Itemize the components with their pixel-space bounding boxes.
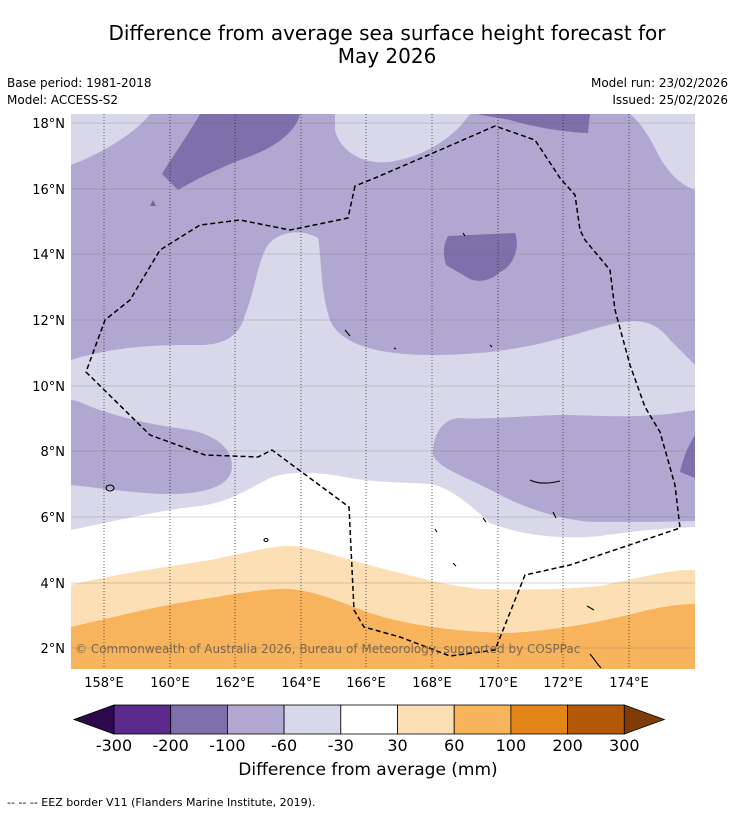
x-tick-label: 160°E xyxy=(150,676,190,691)
y-axis-labels: 18°N 16°N 14°N 12°N 10°N 8°N 6°N 4°N 2°N xyxy=(32,117,65,657)
lon-gridlines xyxy=(103,114,630,669)
colorbar-bin xyxy=(340,704,398,735)
y-tick-label: 14°N xyxy=(32,248,65,263)
island xyxy=(105,484,115,492)
island xyxy=(263,537,269,543)
x-tick-label: 172°E xyxy=(543,676,583,691)
chart-title-line1: Difference from average sea surface heig… xyxy=(108,21,666,45)
meta-right: Model run: 23/02/2026 Issued: 25/02/2026 xyxy=(591,75,728,109)
colorbar-tick-label: 300 xyxy=(609,736,640,755)
colorbar-tick-label: 30 xyxy=(387,736,407,755)
colorbar-bin xyxy=(170,704,228,735)
colorbar-tick-label: -30 xyxy=(328,736,354,755)
colorbar-bin xyxy=(226,704,285,735)
lat-gridlines xyxy=(71,122,695,649)
x-tick-label: 168°E xyxy=(412,676,452,691)
colorbar-tick-label: -300 xyxy=(96,736,132,755)
eez-legend: -- -- -- EEZ border V11 (Flanders Marine… xyxy=(7,796,316,809)
y-tick-label: 8°N xyxy=(41,445,66,460)
region-dark-center xyxy=(443,233,517,281)
issued-date: Issued: 25/02/2026 xyxy=(612,93,728,107)
eez-border xyxy=(85,125,681,657)
y-tick-label: 10°N xyxy=(32,380,65,395)
region-top-light xyxy=(335,114,470,163)
x-tick-label: 158°E xyxy=(84,676,124,691)
colorbar-tick-label: -200 xyxy=(153,736,189,755)
colorbar-bin xyxy=(567,704,625,735)
model-name: Model: ACCESS-S2 xyxy=(7,93,119,107)
colorbar-arrow-low xyxy=(72,704,115,735)
colorbar-arrow-high xyxy=(623,704,666,735)
colorbar-tick-label: -100 xyxy=(209,736,245,755)
y-tick-label: 12°N xyxy=(32,314,65,329)
chart-title: Difference from average sea surface heig… xyxy=(0,22,736,68)
colorbar-label: Difference from average (mm) xyxy=(238,760,498,780)
colorbar-tick-label: 100 xyxy=(496,736,527,755)
x-tick-label: 162°E xyxy=(215,676,255,691)
y-tick-label: 6°N xyxy=(41,511,66,526)
base-period: Base period: 1981-2018 xyxy=(7,76,152,90)
islands xyxy=(105,232,602,669)
island xyxy=(552,511,557,519)
colorbar-tick-label: -60 xyxy=(271,736,297,755)
colorbar-tick-label: 200 xyxy=(552,736,583,755)
island xyxy=(344,232,493,350)
watermark: © Commonwealth of Australia 2026, Bureau… xyxy=(75,642,580,656)
region-dark-east xyxy=(680,435,695,478)
y-tick-label: 16°N xyxy=(32,183,65,198)
colorbar-bin xyxy=(397,704,455,735)
y-tick-label: 4°N xyxy=(41,577,66,592)
y-tick-label: 2°N xyxy=(41,642,66,657)
island-marker xyxy=(150,200,156,206)
x-tick-label: 174°E xyxy=(609,676,649,691)
region-60-100 xyxy=(71,588,695,669)
x-axis-labels: 158°E 160°E 162°E 164°E 166°E 168°E 170°… xyxy=(84,676,649,691)
colorbar-tick-label: 60 xyxy=(444,736,464,755)
region-dark-top xyxy=(478,114,590,133)
map-area: © Commonwealth of Australia 2026, Bureau… xyxy=(71,114,695,669)
colorbar-bin xyxy=(510,704,568,735)
colorbar-tick-labels: -300 -200 -100 -60 -30 30 60 100 200 300 xyxy=(96,736,640,755)
region-ne-light xyxy=(630,114,695,190)
region-nw-light xyxy=(71,114,150,165)
colorbar xyxy=(72,704,666,735)
y-tick-label: 18°N xyxy=(32,117,65,132)
colorbar-bin xyxy=(113,704,172,735)
x-tick-label: 166°E xyxy=(346,676,386,691)
x-tick-label: 170°E xyxy=(478,676,518,691)
region-dark-nw xyxy=(162,114,300,190)
x-tick-label: 164°E xyxy=(281,676,321,691)
island xyxy=(434,517,487,567)
island xyxy=(586,605,602,669)
meta-left: Base period: 1981-2018 Model: ACCESS-S2 xyxy=(7,75,152,109)
chart-title-line2: May 2026 xyxy=(337,44,437,68)
colorbar-bin xyxy=(283,704,342,735)
colorbar-bin xyxy=(453,704,512,735)
island xyxy=(529,479,561,484)
model-run: Model run: 23/02/2026 xyxy=(590,76,728,90)
